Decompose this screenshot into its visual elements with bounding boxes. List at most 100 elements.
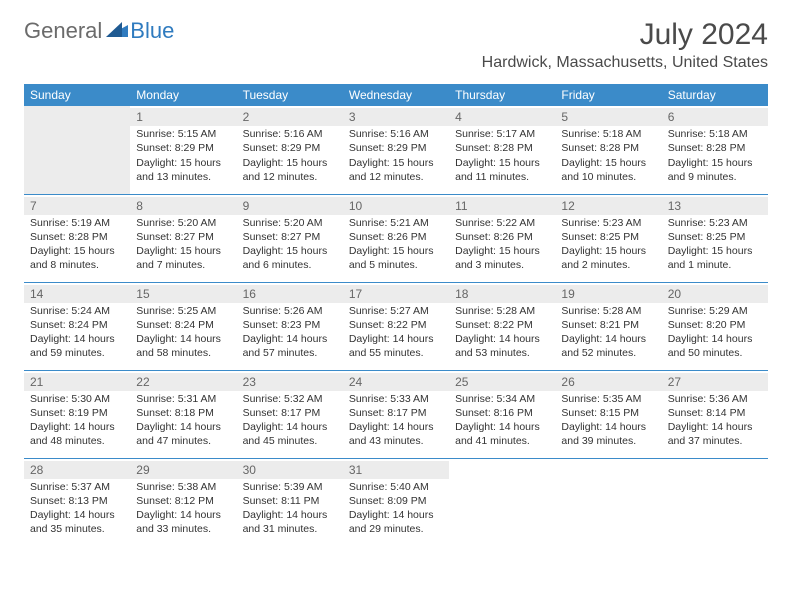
sunrise-line: Sunrise: 5:26 AM — [243, 304, 337, 318]
day-number: 8 — [130, 197, 236, 215]
calendar-week-row: 21Sunrise: 5:30 AMSunset: 8:19 PMDayligh… — [24, 370, 768, 458]
calendar-day-cell: 30Sunrise: 5:39 AMSunset: 8:11 PMDayligh… — [237, 458, 343, 546]
calendar-day-cell: 8Sunrise: 5:20 AMSunset: 8:27 PMDaylight… — [130, 194, 236, 282]
day-number: 5 — [555, 108, 661, 126]
weekday-header: Tuesday — [237, 84, 343, 106]
daylight-line: Daylight: 15 hours and 2 minutes. — [561, 244, 655, 272]
calendar-day-cell: 25Sunrise: 5:34 AMSunset: 8:16 PMDayligh… — [449, 370, 555, 458]
calendar-day-cell: 6Sunrise: 5:18 AMSunset: 8:28 PMDaylight… — [662, 106, 768, 194]
sunrise-line: Sunrise: 5:40 AM — [349, 480, 443, 494]
day-number: 17 — [343, 285, 449, 303]
daylight-line: Daylight: 14 hours and 52 minutes. — [561, 332, 655, 360]
sunset-line: Sunset: 8:27 PM — [136, 230, 230, 244]
sunrise-line: Sunrise: 5:33 AM — [349, 392, 443, 406]
calendar-day-cell: 29Sunrise: 5:38 AMSunset: 8:12 PMDayligh… — [130, 458, 236, 546]
sunset-line: Sunset: 8:29 PM — [243, 141, 337, 155]
calendar-day-cell: 2Sunrise: 5:16 AMSunset: 8:29 PMDaylight… — [237, 106, 343, 194]
calendar-day-cell: 28Sunrise: 5:37 AMSunset: 8:13 PMDayligh… — [24, 458, 130, 546]
calendar-day-cell: 4Sunrise: 5:17 AMSunset: 8:28 PMDaylight… — [449, 106, 555, 194]
sunset-line: Sunset: 8:23 PM — [243, 318, 337, 332]
sunrise-line: Sunrise: 5:31 AM — [136, 392, 230, 406]
daylight-line: Daylight: 15 hours and 6 minutes. — [243, 244, 337, 272]
calendar-week-row: 7Sunrise: 5:19 AMSunset: 8:28 PMDaylight… — [24, 194, 768, 282]
daylight-line: Daylight: 15 hours and 1 minute. — [668, 244, 762, 272]
day-number: 10 — [343, 197, 449, 215]
calendar-day-cell: 19Sunrise: 5:28 AMSunset: 8:21 PMDayligh… — [555, 282, 661, 370]
calendar-day-cell: 24Sunrise: 5:33 AMSunset: 8:17 PMDayligh… — [343, 370, 449, 458]
daylight-line: Daylight: 15 hours and 12 minutes. — [349, 156, 443, 184]
daylight-line: Daylight: 14 hours and 45 minutes. — [243, 420, 337, 448]
calendar-day-cell: 9Sunrise: 5:20 AMSunset: 8:27 PMDaylight… — [237, 194, 343, 282]
sunset-line: Sunset: 8:13 PM — [30, 494, 124, 508]
day-number: 20 — [662, 285, 768, 303]
sunrise-line: Sunrise: 5:20 AM — [243, 216, 337, 230]
day-number: 4 — [449, 108, 555, 126]
daylight-line: Daylight: 15 hours and 3 minutes. — [455, 244, 549, 272]
sunrise-line: Sunrise: 5:15 AM — [136, 127, 230, 141]
day-number: 29 — [130, 461, 236, 479]
weekday-header: Thursday — [449, 84, 555, 106]
sunrise-line: Sunrise: 5:32 AM — [243, 392, 337, 406]
calendar-table: SundayMondayTuesdayWednesdayThursdayFrid… — [24, 84, 768, 546]
day-number: 23 — [237, 373, 343, 391]
calendar-day-cell: 11Sunrise: 5:22 AMSunset: 8:26 PMDayligh… — [449, 194, 555, 282]
sunrise-line: Sunrise: 5:25 AM — [136, 304, 230, 318]
daylight-line: Daylight: 15 hours and 5 minutes. — [349, 244, 443, 272]
day-number: 25 — [449, 373, 555, 391]
sunrise-line: Sunrise: 5:24 AM — [30, 304, 124, 318]
sunset-line: Sunset: 8:29 PM — [136, 141, 230, 155]
sunset-line: Sunset: 8:29 PM — [349, 141, 443, 155]
sunrise-line: Sunrise: 5:16 AM — [349, 127, 443, 141]
day-number: 19 — [555, 285, 661, 303]
daylight-line: Daylight: 14 hours and 43 minutes. — [349, 420, 443, 448]
day-number: 27 — [662, 373, 768, 391]
daylight-line: Daylight: 14 hours and 50 minutes. — [668, 332, 762, 360]
calendar-day-cell — [555, 458, 661, 546]
daylight-line: Daylight: 15 hours and 13 minutes. — [136, 156, 230, 184]
daylight-line: Daylight: 14 hours and 37 minutes. — [668, 420, 762, 448]
calendar-day-cell: 21Sunrise: 5:30 AMSunset: 8:19 PMDayligh… — [24, 370, 130, 458]
calendar-day-cell: 16Sunrise: 5:26 AMSunset: 8:23 PMDayligh… — [237, 282, 343, 370]
daylight-line: Daylight: 15 hours and 8 minutes. — [30, 244, 124, 272]
calendar-day-cell: 20Sunrise: 5:29 AMSunset: 8:20 PMDayligh… — [662, 282, 768, 370]
day-number: 7 — [24, 197, 130, 215]
sunset-line: Sunset: 8:28 PM — [668, 141, 762, 155]
daylight-line: Daylight: 15 hours and 10 minutes. — [561, 156, 655, 184]
sunrise-line: Sunrise: 5:22 AM — [455, 216, 549, 230]
day-number: 11 — [449, 197, 555, 215]
calendar-day-cell: 1Sunrise: 5:15 AMSunset: 8:29 PMDaylight… — [130, 106, 236, 194]
day-number: 14 — [24, 285, 130, 303]
sunset-line: Sunset: 8:17 PM — [349, 406, 443, 420]
calendar-day-cell: 3Sunrise: 5:16 AMSunset: 8:29 PMDaylight… — [343, 106, 449, 194]
day-number: 3 — [343, 108, 449, 126]
daylight-line: Daylight: 14 hours and 48 minutes. — [30, 420, 124, 448]
day-number: 12 — [555, 197, 661, 215]
sunset-line: Sunset: 8:17 PM — [243, 406, 337, 420]
daylight-line: Daylight: 14 hours and 47 minutes. — [136, 420, 230, 448]
sunrise-line: Sunrise: 5:30 AM — [30, 392, 124, 406]
calendar-week-row: 14Sunrise: 5:24 AMSunset: 8:24 PM Dayligh… — [24, 282, 768, 370]
sunset-line: Sunset: 8:28 PM — [455, 141, 549, 155]
sunset-line: Sunset: 8:11 PM — [243, 494, 337, 508]
sunset-line: Sunset: 8:24 PM — [30, 318, 124, 332]
calendar-day-cell: 13Sunrise: 5:23 AMSunset: 8:25 PMDayligh… — [662, 194, 768, 282]
daylight-line: Daylight: 14 hours and 55 minutes. — [349, 332, 443, 360]
day-number: 16 — [237, 285, 343, 303]
day-number: 24 — [343, 373, 449, 391]
daylight-line: Daylight: 14 hours and 57 minutes. — [243, 332, 337, 360]
weekday-header: Saturday — [662, 84, 768, 106]
calendar-day-cell — [662, 458, 768, 546]
sunrise-line: Sunrise: 5:38 AM — [136, 480, 230, 494]
day-number: 1 — [130, 108, 236, 126]
calendar-day-cell: 18Sunrise: 5:28 AMSunset: 8:22 PMDayligh… — [449, 282, 555, 370]
logo: General Blue — [24, 18, 174, 44]
weekday-header: Monday — [130, 84, 236, 106]
sunrise-line: Sunrise: 5:27 AM — [349, 304, 443, 318]
day-number: 26 — [555, 373, 661, 391]
daylight-line: Daylight: 15 hours and 9 minutes. — [668, 156, 762, 184]
calendar-day-cell: 14Sunrise: 5:24 AMSunset: 8:24 PMDayligh… — [24, 282, 130, 370]
sunrise-line: Sunrise: 5:21 AM — [349, 216, 443, 230]
daylight-line: Daylight: 15 hours and 11 minutes. — [455, 156, 549, 184]
weekday-header: Wednesday — [343, 84, 449, 106]
sunrise-line: Sunrise: 5:36 AM — [668, 392, 762, 406]
